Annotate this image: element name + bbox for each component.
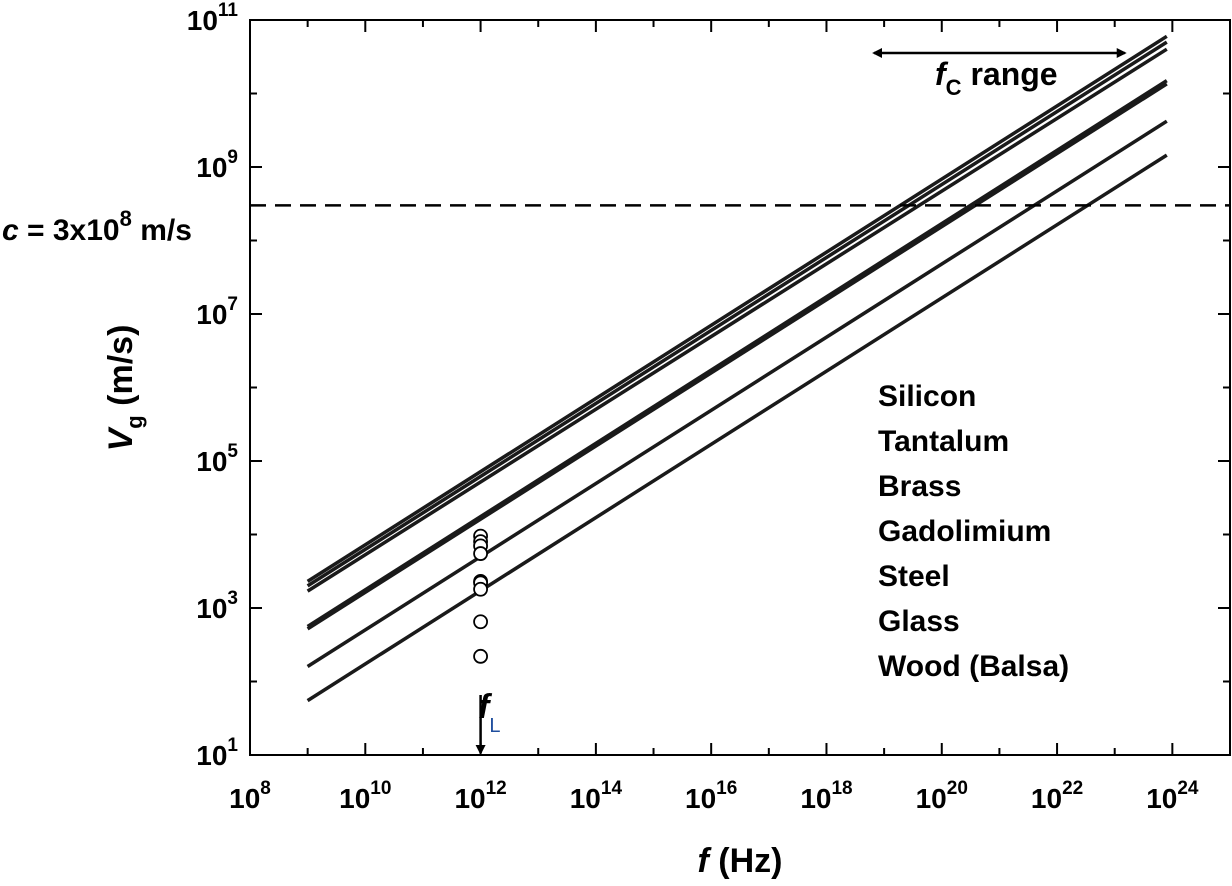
y-tick-base: 10: [196, 299, 227, 330]
speed-of-light-exp: 8: [120, 206, 132, 231]
y-tick-exp: 7: [227, 294, 238, 315]
x-axis-title: f (Hz): [698, 842, 783, 880]
speed-of-light-unit: m/s: [132, 214, 192, 247]
data-point: [473, 648, 488, 664]
legend-entry: Wood (Balsa): [878, 650, 1069, 683]
speed-of-light-symbol: c: [2, 214, 19, 247]
series-line-3: [306, 47, 1168, 593]
legend-entry: Tantalum: [878, 425, 1009, 458]
x-tick-label: 1022: [1031, 778, 1083, 814]
x-tick-exp: 16: [716, 778, 737, 799]
x-tick-base: 10: [685, 783, 716, 814]
data-point: [473, 546, 488, 561]
y-axis-symbol: V: [102, 425, 140, 451]
y-tick-base: 10: [196, 152, 227, 183]
legend-entry: Gadolimium: [878, 515, 1051, 548]
y-tick-base: 10: [196, 446, 227, 477]
x-tick-exp: 10: [370, 778, 391, 799]
x-tick-label: 1024: [1146, 778, 1199, 814]
x-tick-base: 10: [1031, 783, 1062, 814]
x-tick-label: 108: [229, 778, 271, 814]
x-tick-base: 10: [454, 783, 485, 814]
x-tick-base: 10: [800, 783, 831, 814]
fc-range-label: fC range: [935, 56, 1058, 100]
fl-symbol: f: [478, 688, 493, 726]
x-tick-label: 1020: [916, 778, 968, 814]
speed-of-light-text: = 3x10: [19, 214, 120, 247]
plot-frame: [249, 19, 1231, 756]
x-tick-label: 1014: [570, 778, 623, 814]
x-tick-base: 10: [570, 783, 601, 814]
x-tick-exp: 22: [1062, 778, 1083, 799]
legend-entry: Steel: [878, 560, 950, 593]
fl-label: fL: [478, 688, 500, 737]
series-line-6: [306, 119, 1168, 668]
fl-sub: L: [489, 715, 500, 737]
y-tick-label: 101: [196, 735, 238, 771]
fc-range-sub: C: [946, 75, 962, 100]
data-point: [473, 614, 488, 630]
y-tick-exp: 3: [227, 588, 238, 609]
y-axis-sub: g: [122, 415, 147, 428]
x-tick-exp: 18: [831, 778, 852, 799]
x-tick-label: 1016: [685, 778, 737, 814]
tick-labels: 108 1010 1012 1014 1016 1018 1020 1022 102410110…: [187, 0, 1199, 814]
series-layer: [306, 34, 1168, 703]
x-tick-exp: 24: [1177, 778, 1199, 799]
series-line-2: [306, 40, 1168, 588]
x-tick-exp: 12: [486, 778, 507, 799]
x-tick-exp: 8: [260, 778, 271, 799]
x-tick-base: 10: [339, 783, 370, 814]
x-tick-base: 10: [229, 783, 260, 814]
y-tick-label: 103: [196, 588, 238, 624]
y-tick-base: 10: [196, 740, 227, 771]
x-tick-exp: 20: [947, 778, 968, 799]
x-axis-unit: (Hz): [709, 842, 783, 880]
x-tick-base: 10: [916, 783, 947, 814]
x-tick-label: 1012: [454, 778, 506, 814]
x-tick-label: 1010: [339, 778, 391, 814]
marker-layer: [473, 528, 488, 664]
legend: Silicon Tantalum Brass Gadolimium Steel Glass…: [878, 380, 1069, 683]
y-tick-label: 105: [196, 441, 238, 477]
y-tick-exp: 1: [227, 735, 238, 756]
y-tick-label: 109: [196, 147, 238, 183]
x-tick-label: 1018: [800, 778, 852, 814]
fc-range-text: range: [962, 56, 1058, 92]
y-tick-exp: 11: [218, 0, 239, 21]
legend-entry: Brass: [878, 470, 961, 503]
y-axis-unit: (m/s): [102, 325, 140, 416]
y-tick-exp: 9: [227, 147, 238, 168]
speed-of-light-label: c = 3x108 m/s: [2, 206, 192, 247]
legend-entry: Glass: [878, 605, 960, 638]
fc-range-symbol: f: [935, 56, 949, 92]
y-tick-base: 10: [196, 593, 227, 624]
series-line-1: [306, 34, 1168, 583]
y-tick-label: 1011: [187, 0, 239, 36]
data-point: [473, 581, 488, 597]
x-axis-symbol: f: [698, 842, 713, 880]
legend-entry: Silicon: [878, 380, 976, 413]
series-line-7: [306, 153, 1168, 703]
series-line-4: [306, 79, 1168, 628]
y-tick-label: 107: [196, 294, 238, 330]
y-tick-exp: 5: [227, 441, 238, 462]
x-tick-base: 10: [1146, 783, 1177, 814]
y-tick-base: 10: [187, 5, 218, 36]
series-line-5: [306, 82, 1168, 631]
x-tick-exp: 14: [601, 778, 623, 799]
y-axis-title: Vg (m/s): [102, 325, 147, 452]
